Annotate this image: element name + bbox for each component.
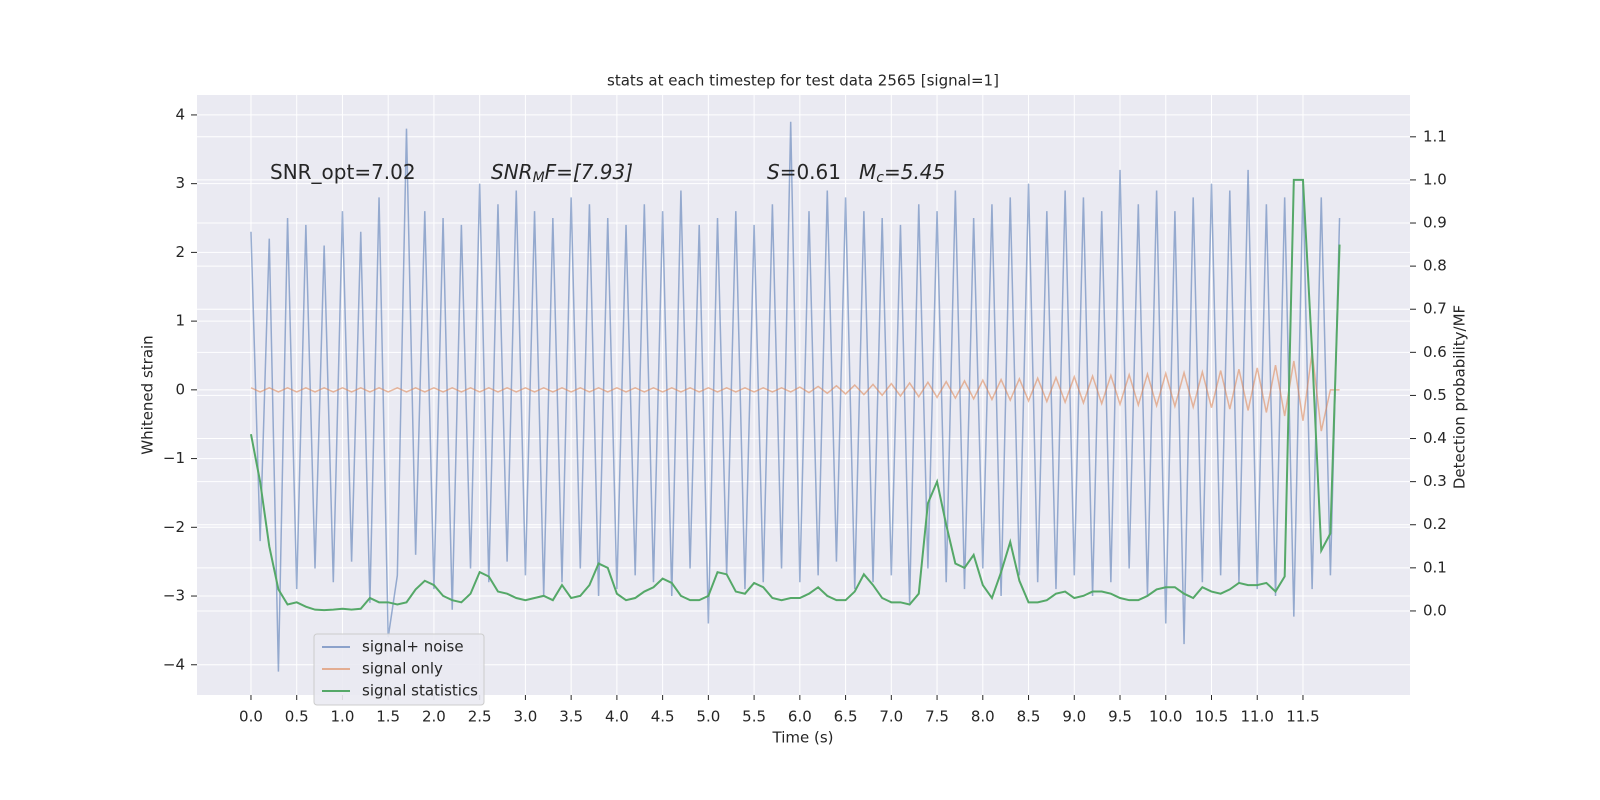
x-tick-label: 11.0: [1241, 708, 1274, 726]
x-tick-label: 8.0: [971, 708, 995, 726]
y2-axis-label: Detection probability/MF: [1451, 305, 1469, 489]
y2-tick-label: 0.2: [1423, 515, 1447, 533]
y-tick-label: 3: [175, 174, 185, 192]
x-tick-label: 2.5: [468, 708, 492, 726]
legend-label: signal+ noise: [362, 638, 464, 656]
annotation-part: c: [876, 170, 884, 186]
x-tick-label: 3.0: [513, 708, 537, 726]
x-tick-label: 7.5: [925, 708, 949, 726]
y-tick-label: −4: [163, 655, 185, 673]
y-tick-label: 4: [175, 105, 185, 123]
annotation-part: F=[7.93]: [545, 160, 633, 184]
y2-tick-label: 0.8: [1423, 257, 1447, 275]
annotation: SNR_opt=7.02: [270, 160, 416, 184]
annotation-part: =0.61: [780, 160, 841, 184]
y2-tick-label: 0.6: [1423, 343, 1447, 361]
x-tick-label: 10.5: [1195, 708, 1228, 726]
x-tick-label: 0.5: [285, 708, 309, 726]
y2-tick-label: 0.7: [1423, 300, 1447, 318]
y2-tick-label: 0.3: [1423, 472, 1447, 490]
marks: [249, 121, 1341, 672]
annotation-part: =5.45: [884, 160, 945, 184]
x-tick-label: 7.0: [879, 708, 903, 726]
y-tick-label: 0: [175, 380, 185, 398]
y2-tick-label: 1.0: [1423, 170, 1447, 188]
x-tick-label: 3.5: [559, 708, 583, 726]
chart-title: stats at each timestep for test data 256…: [607, 72, 999, 90]
x-tick-label: 6.0: [788, 708, 812, 726]
y-axis-label: Whitened strain: [139, 335, 157, 454]
labels: 0.0 0.5 1.0 1.5 2.0 2.5 3.0 3.5 4.0 4.5 5.0 5.5 6.0 6…: [163, 105, 1447, 725]
y-tick-label: 2: [175, 243, 185, 261]
annotation-part: SNR: [491, 160, 533, 184]
x-tick-label: 5.5: [742, 708, 766, 726]
x-tick-label: 2.0: [422, 708, 446, 726]
x-tick-label: 6.5: [834, 708, 858, 726]
x-tick-label: 9.5: [1108, 708, 1132, 726]
annotation-part: SNR_opt=7.02: [270, 160, 416, 184]
x-tick-label: 9.0: [1062, 708, 1086, 726]
y2-tick-label: 0.1: [1423, 558, 1447, 576]
x-tick-label: 4.0: [605, 708, 629, 726]
series-line: [249, 178, 1341, 612]
x-tick-label: 8.5: [1017, 708, 1041, 726]
x-axis-label: Time (s): [772, 729, 834, 747]
y2-tick-label: 0.9: [1423, 214, 1447, 232]
y2-tick-label: 0.0: [1423, 601, 1447, 619]
annotation: Mc=5.45: [859, 160, 945, 187]
x-tick-label: 4.5: [651, 708, 675, 726]
y-tick-label: −3: [163, 587, 185, 605]
y2-tick-label: 1.1: [1423, 127, 1447, 145]
x-tick-label: 1.5: [376, 708, 400, 726]
legend-label: signal only: [362, 660, 443, 678]
series-line: [250, 351, 1340, 432]
y2-tick-label: 0.5: [1423, 386, 1447, 404]
y-tick-label: 1: [175, 312, 185, 330]
y2-tick-label: 0.4: [1423, 429, 1447, 447]
legend-label: signal statistics: [362, 682, 478, 700]
annotation-part: M: [533, 170, 545, 186]
x-tick-label: 1.0: [331, 708, 355, 726]
annotation-part: S: [767, 160, 780, 184]
series-line: [250, 121, 1341, 672]
y-tick-label: −1: [163, 449, 185, 467]
annotation: SNRMF=[7.93]: [491, 160, 633, 187]
annotation-part: M: [859, 160, 876, 184]
x-tick-label: 11.5: [1286, 708, 1319, 726]
x-tick-label: 0.0: [239, 708, 263, 726]
x-tick-label: 5.0: [696, 708, 720, 726]
x-tick-label: 10.0: [1149, 708, 1182, 726]
y-tick-label: −2: [163, 518, 185, 536]
annotation: S=0.61: [767, 160, 841, 184]
legend-box: [313, 633, 485, 706]
